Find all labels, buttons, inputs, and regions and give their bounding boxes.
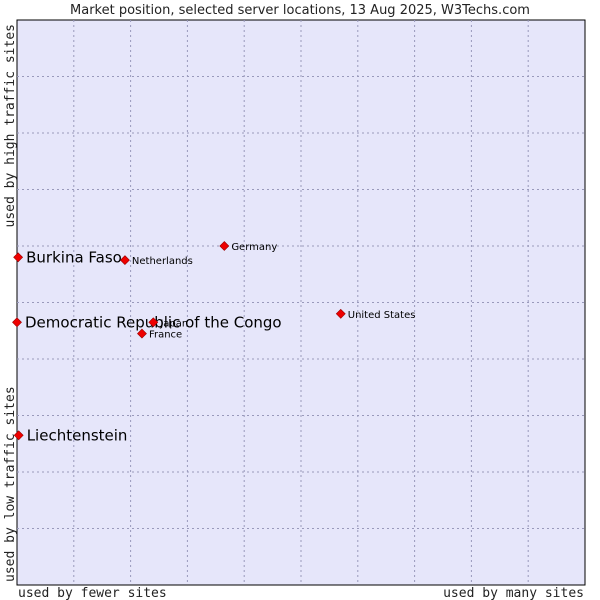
point-united-states: United States [335, 308, 416, 321]
grid-lines [17, 20, 585, 585]
point-label-france: France [149, 330, 182, 341]
point-japan: Japan [148, 317, 188, 329]
data-points: Burkina Faso Democratic Republic of the C… [12, 241, 416, 444]
point-label-united-states: United States [348, 310, 416, 321]
point-democratic-republic-of-the-congo: Democratic Republic of the Congo [12, 313, 282, 331]
point-label-liechtenstein: Liechtenstein [27, 426, 128, 444]
point-label-netherlands: Netherlands [132, 256, 193, 267]
point-marker-netherlands [119, 255, 130, 266]
point-marker-liechtenstein [13, 430, 24, 441]
point-marker-germany [219, 241, 230, 251]
chart-title: Market position, selected server locatio… [70, 3, 530, 18]
point-label-germany: Germany [231, 242, 277, 253]
point-france: France [137, 328, 182, 341]
point-marker-united-states [335, 308, 346, 319]
point-liechtenstein: Liechtenstein [13, 426, 128, 444]
point-germany: Germany [219, 241, 277, 253]
x-axis-label-right: used by many sites [443, 586, 584, 600]
y-axis-label-top: used by high traffic sites [3, 24, 18, 228]
point-burkina-faso: Burkina Faso [13, 248, 122, 266]
x-axis-label-left: used by fewer sites [18, 586, 167, 600]
point-netherlands: Netherlands [119, 255, 193, 267]
point-marker-burkina-faso [13, 252, 24, 263]
y-axis-label-bottom: used by low traffic sites [3, 386, 18, 582]
point-label-burkina-faso: Burkina Faso [26, 248, 122, 266]
point-marker-france [137, 328, 147, 339]
point-label-japan: Japan [159, 318, 188, 329]
point-marker-japan [148, 317, 159, 328]
point-marker-democratic-republic-of-the-congo [12, 317, 22, 328]
